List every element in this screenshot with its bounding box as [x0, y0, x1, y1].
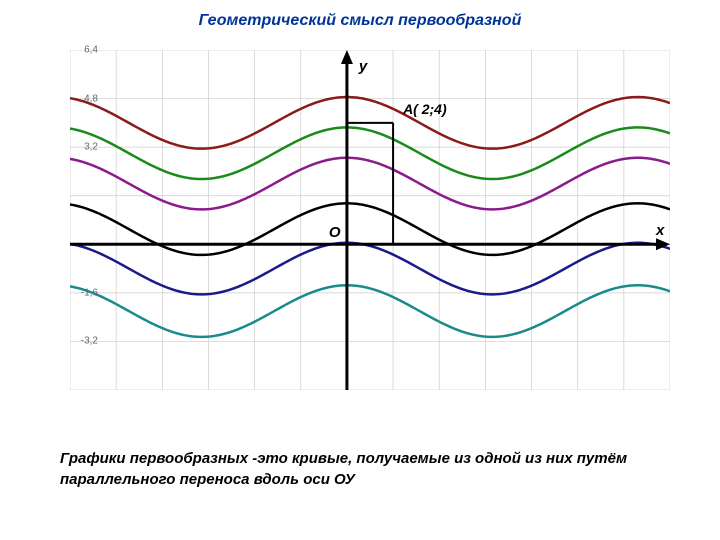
y-tick-labels: 6,44,83,2-1,6-3,2 — [70, 50, 102, 390]
y-axis-label: у — [359, 58, 367, 75]
point-a-label: A( 2;4) — [403, 101, 447, 117]
y-tick-label: 6,4 — [84, 45, 98, 56]
y-tick-label: -1,6 — [81, 287, 98, 298]
chart-caption: Графики первообразных -это кривые, получ… — [60, 448, 660, 490]
chart-title: Геометрический смысл первообразной — [0, 12, 720, 30]
y-tick-label: 3,2 — [84, 142, 98, 153]
y-tick-label: -3,2 — [81, 336, 98, 347]
y-tick-label: 4,8 — [84, 93, 98, 104]
chart-area: 6,44,83,2-1,6-3,2 у х О A( 2;4) — [70, 50, 670, 390]
origin-label: О — [329, 224, 341, 241]
x-axis-label: х — [656, 222, 664, 239]
chart-svg — [70, 50, 670, 390]
